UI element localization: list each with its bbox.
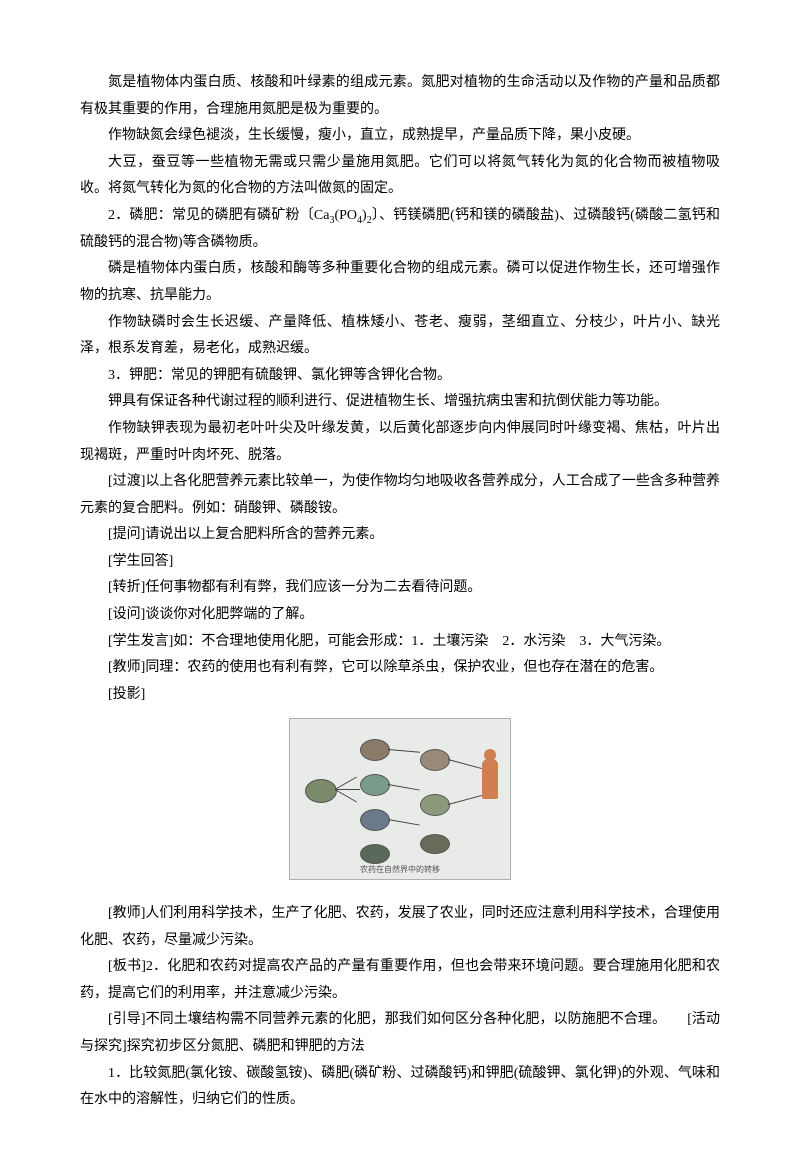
paragraph: [过渡]以上各化肥营养元素比较单一，为使作物均匀地吸收各营养成分，人工合成了一些… [80,469,720,522]
paragraph: 作物缺氮会绿色褪淡，生长缓慢，瘦小，直立，成熟提早，产量品质下降，果小皮硬。 [80,123,720,150]
diagram-edge [388,784,420,791]
diagram-node [420,794,450,816]
text: (PO [334,208,357,223]
text: 2．磷肥：常见的磷肥有磷矿粉〔Ca [108,208,329,223]
paragraph: [引导]不同土壤结构需不同营养元素的化肥，那我们如何区分各种化肥，以防施肥不合理… [80,1007,720,1060]
paragraph: [投影] [80,682,720,709]
diagram-node [420,749,450,771]
diagram-node [305,779,337,803]
paragraph: [板书]2．化肥和农药对提高农产品的产量有重要作用，但也会带来环境问题。要合理施… [80,954,720,1007]
diagram-edge [335,777,357,790]
paragraph: 1．比较氮肥(氯化铵、碳酸氢铵)、磷肥(磷矿粉、过磷酸钙)和钾肥(硫酸钾、氯化钾… [80,1061,720,1114]
paragraph: [学生回答] [80,549,720,576]
diagram-edge [388,749,420,753]
diagram-edge [448,759,482,769]
diagram-node [360,809,390,831]
paragraph: [学生发言]如：不合理地使用化肥，可能会形成：1．土壤污染 2．水污染 3．大气… [80,629,720,656]
document-page: 氮是植物体内蛋白质、核酸和叶绿素的组成元素。氮肥对植物的生命活动以及作物的产量和… [0,0,800,1164]
paragraph: [提问]请说出以上复合肥料所含的营养元素。 [80,522,720,549]
paragraph: [转折]任何事物都有利有弊，我们应该一分为二去看待问题。 [80,575,720,602]
diagram-flowchart: 农药在自然界中的转移 [289,718,511,880]
paragraph: 作物缺钾表现为最初老叶叶尖及叶缘发黄，以后黄化部逐步向内伸展同时叶缘变褐、焦枯，… [80,416,720,469]
paragraph: [教师]人们利用科学技术，生产了化肥、农药，发展了农业，同时还应注意利用科学技术… [80,901,720,954]
diagram-node [360,739,390,761]
paragraph: 作物缺磷时会生长迟缓、产量降低、植株矮小、苍老、瘦弱，茎细直立、分枝少，叶片小、… [80,310,720,363]
human-icon [482,759,498,799]
paragraph: 磷是植物体内蛋白质，核酸和酶等多种重要化合物的组成元素。磷可以促进作物生长，还可… [80,256,720,309]
paragraph: [教师]同理：农药的使用也有利有弊，它可以除草杀虫，保护农业，但也存在潜在的危害… [80,655,720,682]
paragraph-formula: 2．磷肥：常见的磷肥有磷矿粉〔Ca3(PO4)2〕、钙镁磷肥(钙和镁的磷酸盐)、… [80,203,720,256]
paragraph: 钾具有保证各种代谢过程的顺利进行、促进植物生长、增强抗病虫害和抗倒伏能力等功能。 [80,389,720,416]
diagram-node [360,774,390,796]
figure-caption: 农药在自然界中的转移 [290,862,510,877]
paragraph: 大豆，蚕豆等一些植物无需或只需少量施用氮肥。它们可以将氮气转化为氮的化合物而被植… [80,150,720,203]
diagram-edge [448,795,482,805]
diagram-edge [388,819,420,826]
diagram-node [420,834,450,854]
figure-container: 农药在自然界中的转移 [80,718,720,891]
diagram-edge [335,790,357,803]
paragraph: [设问]谈谈你对化肥弊端的了解。 [80,602,720,629]
paragraph: 氮是植物体内蛋白质、核酸和叶绿素的组成元素。氮肥对植物的生命活动以及作物的产量和… [80,70,720,123]
paragraph: 3．钾肥：常见的钾肥有硫酸钾、氯化钾等含钾化合物。 [80,363,720,390]
